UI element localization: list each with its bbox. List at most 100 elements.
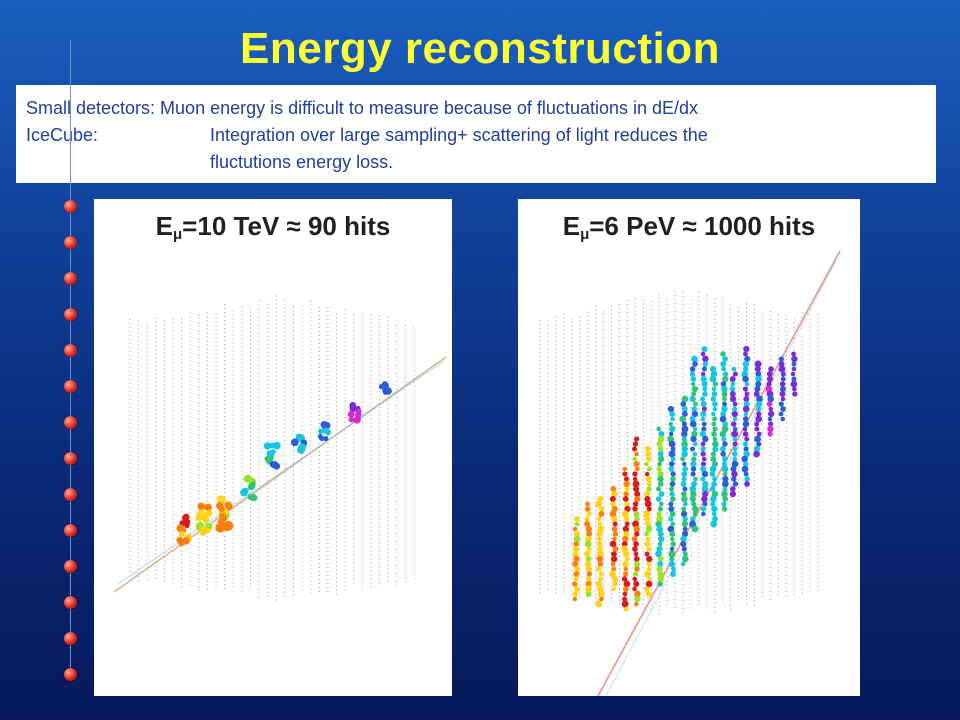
dom-hit: [712, 381, 719, 387]
dom-hit: [669, 425, 676, 433]
dom-hit: [754, 426, 760, 432]
dom-hit: [584, 521, 591, 527]
dom-hit: [780, 371, 786, 377]
dom-hit: [622, 525, 630, 533]
dom-hit: [632, 501, 639, 507]
dom-hit: [644, 531, 650, 537]
dom-hit: [778, 411, 784, 417]
dom-hit: [657, 556, 664, 562]
dom-hit: [667, 405, 675, 413]
dom-hit: [669, 511, 676, 517]
dom-hit: [609, 570, 616, 578]
note-row-2: IceCube: Integration over large sampling…: [26, 122, 926, 149]
dom-hit: [721, 461, 728, 467]
dom-hit: [633, 580, 640, 588]
dom-hit: [690, 381, 696, 387]
dom-hit: [702, 391, 708, 397]
dom-hit: [574, 585, 581, 593]
dom-hit: [754, 360, 762, 368]
dom-hit: [634, 531, 640, 537]
dom-hit: [710, 396, 716, 402]
dom-hit: [690, 490, 697, 498]
dom-hit: [217, 495, 225, 504]
decorative-bead: [64, 524, 77, 537]
dom-hit: [623, 580, 631, 588]
dom-hit: [599, 596, 604, 602]
dom-hit: [643, 586, 650, 592]
dom-hit: [680, 510, 688, 518]
dom-hit: [729, 391, 736, 397]
dom-hit: [681, 530, 689, 538]
dom-hit: [766, 401, 773, 407]
dom-hit: [646, 486, 652, 492]
dom-hit: [719, 415, 727, 423]
dom-hit: [634, 516, 640, 522]
dom-hit: [657, 581, 663, 587]
note-label-icecube: IceCube:: [26, 125, 99, 145]
dom-hit: [195, 513, 204, 522]
dom-hit: [624, 505, 631, 513]
dom-hit: [656, 545, 663, 553]
dom-hit: [755, 371, 762, 377]
dom-hit: [598, 576, 603, 582]
dom-hit: [742, 416, 749, 422]
dom-hit: [354, 411, 362, 419]
dom-hit: [655, 550, 662, 558]
dom-hit: [644, 541, 650, 547]
dom-hit: [184, 519, 191, 526]
slide-title: Energy reconstruction: [240, 24, 720, 73]
dom-hit: [719, 446, 726, 452]
dom-hit: [572, 526, 578, 532]
dom-hit: [741, 465, 749, 473]
dom-hit: [657, 435, 665, 443]
dom-hit: [643, 510, 650, 518]
dom-hit: [709, 365, 717, 373]
dom-hit: [712, 426, 718, 432]
dom-hit: [709, 486, 716, 492]
dom-hit: [709, 375, 717, 383]
dom-hit: [573, 571, 580, 577]
dom-hit: [710, 520, 718, 528]
dom-hit: [585, 501, 590, 507]
dom-hit: [623, 606, 629, 612]
dom-hit: [712, 401, 718, 407]
dom-hit: [657, 541, 663, 547]
dom-hit: [681, 495, 688, 503]
dom-hit: [756, 431, 762, 437]
dom-hit: [681, 470, 688, 478]
decorative-bead: [64, 596, 77, 609]
dom-hit: [755, 415, 763, 423]
dom-hit: [621, 576, 628, 582]
dom-hit: [623, 476, 629, 482]
dom-hit: [791, 355, 798, 363]
dom-hit: [690, 446, 696, 452]
dom-hit: [732, 481, 739, 487]
dom-hit: [681, 450, 688, 458]
dom-hit: [298, 443, 306, 452]
dom-hit: [682, 466, 688, 472]
dom-hit: [731, 430, 739, 438]
dom-hit: [690, 471, 696, 477]
dom-hit: [610, 555, 618, 563]
dom-hit: [731, 476, 737, 482]
dom-hit: [634, 560, 641, 568]
dom-hit: [767, 425, 774, 433]
dom-hit: [681, 491, 687, 497]
dom-hit: [198, 509, 205, 515]
dom-hit: [711, 411, 716, 417]
dom-hit: [668, 431, 674, 437]
dom-hit: [744, 355, 751, 363]
dom-hit: [670, 541, 677, 547]
dom-hit: [585, 585, 593, 593]
dom-hit: [633, 551, 639, 557]
dom-hit: [622, 496, 629, 502]
dom-hit: [670, 446, 676, 452]
dom-hit: [732, 441, 738, 447]
dom-hit: [670, 416, 675, 422]
dom-hit: [656, 515, 664, 523]
dom-hit: [624, 486, 630, 492]
dom-hit: [623, 491, 629, 497]
dom-hit: [744, 476, 751, 482]
dom-hit: [596, 541, 603, 547]
decorative-bead: [64, 308, 77, 321]
